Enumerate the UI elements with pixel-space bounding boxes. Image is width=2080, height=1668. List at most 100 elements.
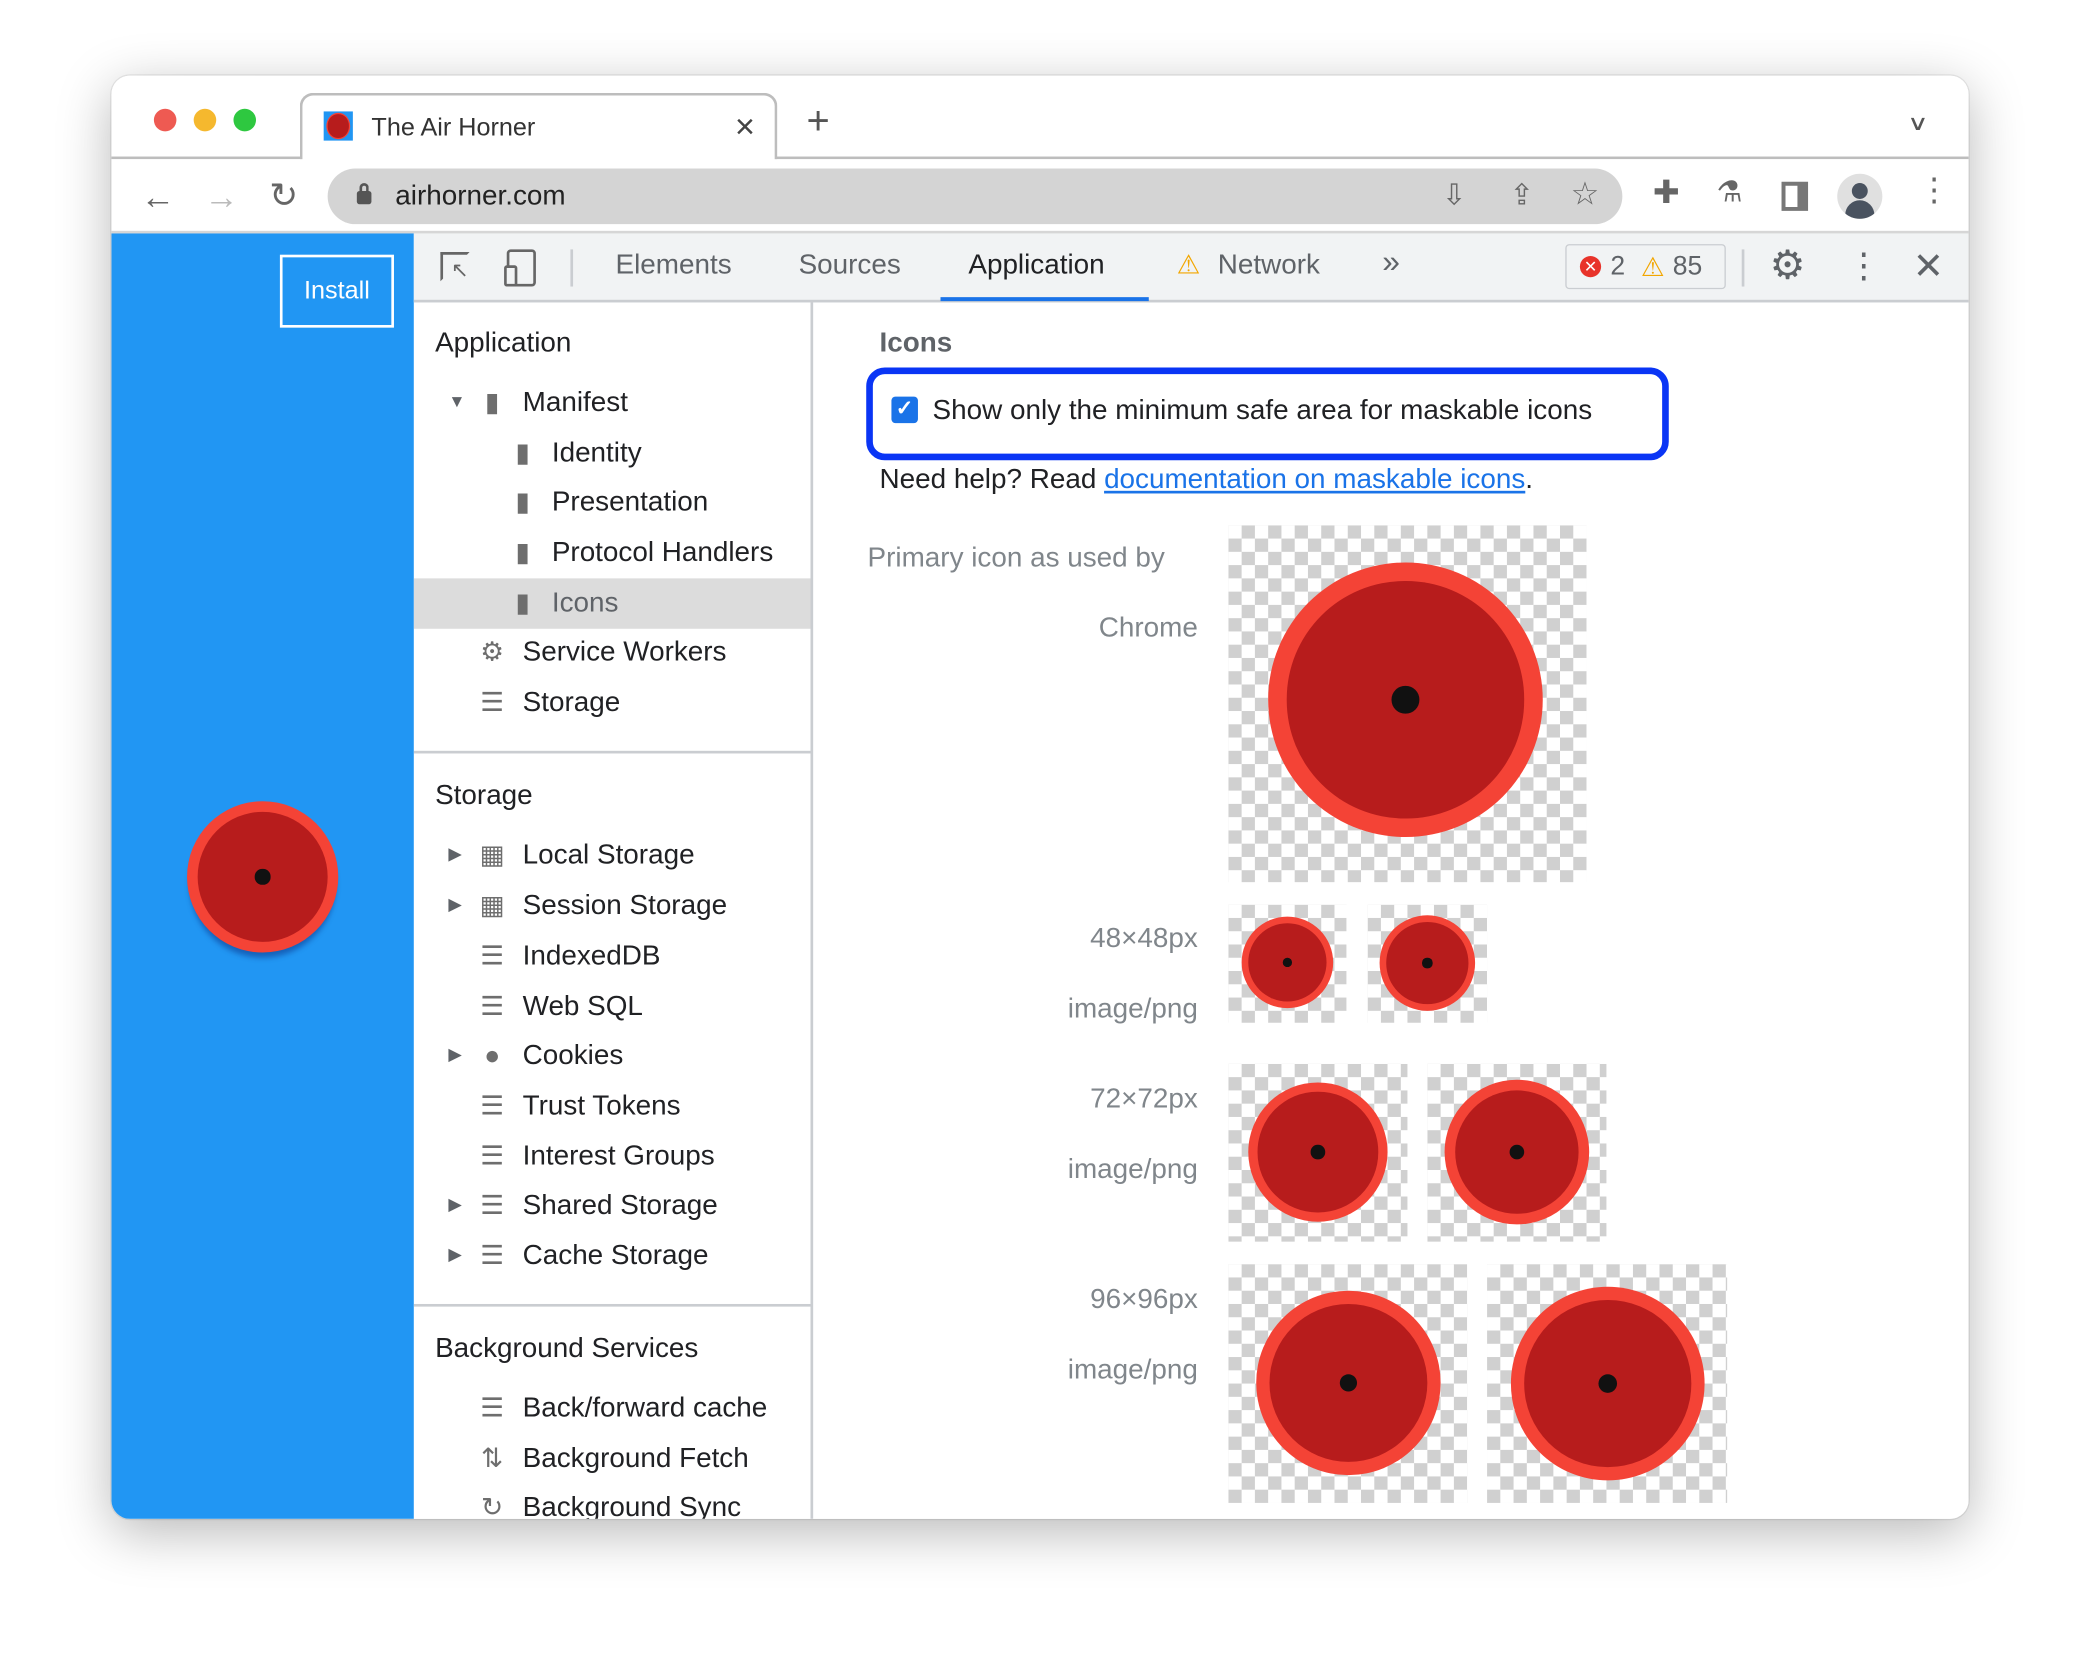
toolbar-separator — [1741, 249, 1745, 287]
minimize-window-button[interactable] — [193, 108, 217, 132]
sidebar-item-presentation[interactable]: ▮ Presentation — [414, 478, 811, 528]
help-prefix: Need help? Read — [879, 464, 1105, 495]
tab-sources[interactable]: Sources — [798, 249, 901, 280]
icon-48-maskable-preview — [1367, 904, 1488, 1023]
sidebar-item-interest-groups[interactable]: ☰ Interest Groups — [414, 1132, 811, 1182]
sidebar-item-icons[interactable]: ▮ Icons — [413, 578, 811, 629]
share-icon[interactable]: ⇪ — [1509, 177, 1535, 211]
air-horn-button[interactable] — [187, 801, 339, 953]
browser-menu-icon[interactable]: ⋮ — [1918, 172, 1950, 209]
tab-elements[interactable]: Elements — [615, 249, 732, 280]
warning-count-icon: ⚠ — [1640, 253, 1665, 283]
icon-96-preview — [1228, 1264, 1468, 1503]
reload-icon[interactable]: ↻ — [269, 175, 299, 215]
settings-gear-icon[interactable]: ⚙ — [1769, 244, 1806, 288]
tab-application[interactable]: Application — [968, 249, 1105, 280]
sidebar-item-trust-tokens[interactable]: ☰ Trust Tokens — [414, 1081, 811, 1131]
side-panel-icon[interactable] — [1781, 181, 1809, 211]
device-toolbar-icon[interactable] — [504, 249, 536, 287]
icon-type-label: image/png — [1067, 1354, 1198, 1385]
primary-icon-label: Primary icon as used by — [867, 542, 1165, 574]
maximize-window-button[interactable] — [233, 108, 257, 132]
sidebar-item-cookies[interactable]: ▶ ● Cookies — [448, 1039, 624, 1071]
sidebar-header-application: Application — [435, 327, 572, 359]
sidebar-item-web-sql[interactable]: ☰ Web SQL — [414, 982, 811, 1032]
tab-strip: The Air Horner × + ∨ — [111, 75, 1969, 162]
database-icon: ☰ — [480, 688, 505, 718]
browser-toolbar: ← → ↻ airhorner.com ⇩ ⇪ ☆ ✚ ⚗ ⋮ — [111, 159, 1969, 234]
table-icon: ▦ — [479, 841, 505, 871]
file-icon: ▮ — [515, 538, 530, 568]
help-text: Need help? Read documentation on maskabl… — [879, 464, 1533, 496]
sidebar-item-storage[interactable]: ☰ Storage — [414, 678, 811, 728]
sidebar-item-cache-storage[interactable]: ▶ ☰ Cache Storage — [448, 1240, 709, 1271]
back-arrow-icon[interactable]: ← — [140, 176, 176, 217]
sidebar-item-indexeddb[interactable]: ☰ IndexedDB — [414, 931, 811, 981]
sidebar-item-shared-storage[interactable]: ▶ ☰ Shared Storage — [448, 1189, 718, 1221]
labs-flask-icon[interactable]: ⚗ — [1716, 175, 1743, 209]
install-app-icon[interactable]: ⇩ — [1441, 177, 1467, 211]
file-icon: ▮ — [515, 588, 530, 619]
application-sidebar: Application ▼ ▮ Manifest ▮ Identity ▮ Presen… — [413, 302, 814, 1519]
sidebar-divider — [413, 1303, 811, 1307]
file-icon: ▮ — [515, 488, 530, 518]
help-suffix: . — [1525, 464, 1534, 495]
browser-tab[interactable]: The Air Horner × — [299, 92, 778, 162]
sidebar-item-back-forward-cache[interactable]: ☰ Back/forward cache — [414, 1384, 811, 1434]
database-icon: ☰ — [480, 1191, 505, 1221]
inspect-element-icon[interactable]: ↖ — [440, 252, 470, 283]
table-icon: ▦ — [479, 891, 505, 921]
warning-count: 85 — [1672, 252, 1703, 282]
sidebar-item-background-sync[interactable]: ↻ Background Sync — [414, 1483, 811, 1519]
close-tab-icon[interactable]: × — [734, 106, 756, 146]
bookmark-star-icon[interactable]: ☆ — [1570, 176, 1600, 213]
install-button[interactable]: Install — [279, 254, 394, 328]
new-tab-button[interactable]: + — [806, 99, 830, 144]
safe-area-checkbox[interactable]: ✓ — [891, 396, 918, 424]
primary-icon-preview — [1228, 525, 1587, 883]
maskable-docs-link[interactable]: documentation on maskable icons — [1104, 464, 1526, 495]
icon-type-label: image/png — [1067, 1154, 1198, 1185]
close-devtools-icon[interactable]: ✕ — [1912, 245, 1944, 287]
active-tab-indicator — [940, 297, 1149, 302]
sidebar-item-session-storage[interactable]: ▶ ▦ Session Storage — [448, 890, 728, 921]
icon-48-preview — [1228, 904, 1347, 1023]
up-down-arrows-icon: ⇅ — [481, 1444, 504, 1474]
highlight-box — [866, 367, 1669, 461]
tab-search-chevron-icon[interactable]: ∨ — [1907, 112, 1929, 136]
sidebar-item-service-workers[interactable]: ⚙ Service Workers — [414, 627, 811, 677]
error-count: 2 — [1610, 252, 1626, 282]
primary-icon-label-browser: Chrome — [1098, 612, 1198, 644]
sidebar-item-identity[interactable]: ▮ Identity — [414, 428, 811, 478]
favicon — [323, 111, 353, 141]
gear-icon: ⚙ — [480, 638, 505, 668]
close-window-button[interactable] — [153, 108, 177, 132]
icon-size-label: 48×48px — [1090, 923, 1198, 954]
icon-size-label: 72×72px — [1090, 1083, 1198, 1115]
web-page: Install — [111, 233, 414, 1519]
address-bar[interactable]: airhorner.com ⇩ ⇪ ☆ — [327, 168, 1623, 225]
toolbar-separator — [570, 249, 574, 287]
forward-arrow-icon[interactable]: → — [204, 176, 239, 217]
extensions-puzzle-icon[interactable]: ✚ — [1652, 175, 1680, 211]
sidebar-header-background-services: Background Services — [435, 1333, 699, 1364]
sidebar-item-background-fetch[interactable]: ⇅ Background Fetch — [414, 1434, 811, 1484]
icon-size-label: 96×96px — [1090, 1284, 1198, 1315]
url-text[interactable]: airhorner.com — [395, 180, 566, 211]
error-icon: ✕ — [1579, 256, 1602, 278]
devtools-panel: ↖ Elements Sources Application ⚠ Network… — [413, 233, 1969, 1519]
tab-network[interactable]: Network — [1217, 249, 1320, 280]
sidebar-item-local-storage[interactable]: ▶ ▦ Local Storage — [448, 839, 695, 871]
safe-area-checkbox-label[interactable]: Show only the minimum safe area for mask… — [932, 395, 1593, 426]
profile-avatar[interactable] — [1837, 173, 1883, 219]
cookie-icon: ● — [484, 1041, 501, 1071]
more-tabs-chevron-icon[interactable]: » — [1382, 244, 1400, 280]
tab-title: The Air Horner — [371, 114, 536, 142]
devtools-menu-icon[interactable]: ⋮ — [1846, 245, 1882, 286]
file-icon: ▮ — [515, 439, 530, 469]
database-icon: ☰ — [480, 1394, 505, 1424]
sidebar-item-manifest[interactable]: ▼ ▮ Manifest — [448, 387, 628, 418]
sidebar-item-protocol-handlers[interactable]: ▮ Protocol Handlers — [414, 528, 811, 578]
icon-type-label: image/png — [1067, 993, 1198, 1025]
issues-counter[interactable]: ✕ 2 ⚠ 85 — [1565, 244, 1726, 290]
